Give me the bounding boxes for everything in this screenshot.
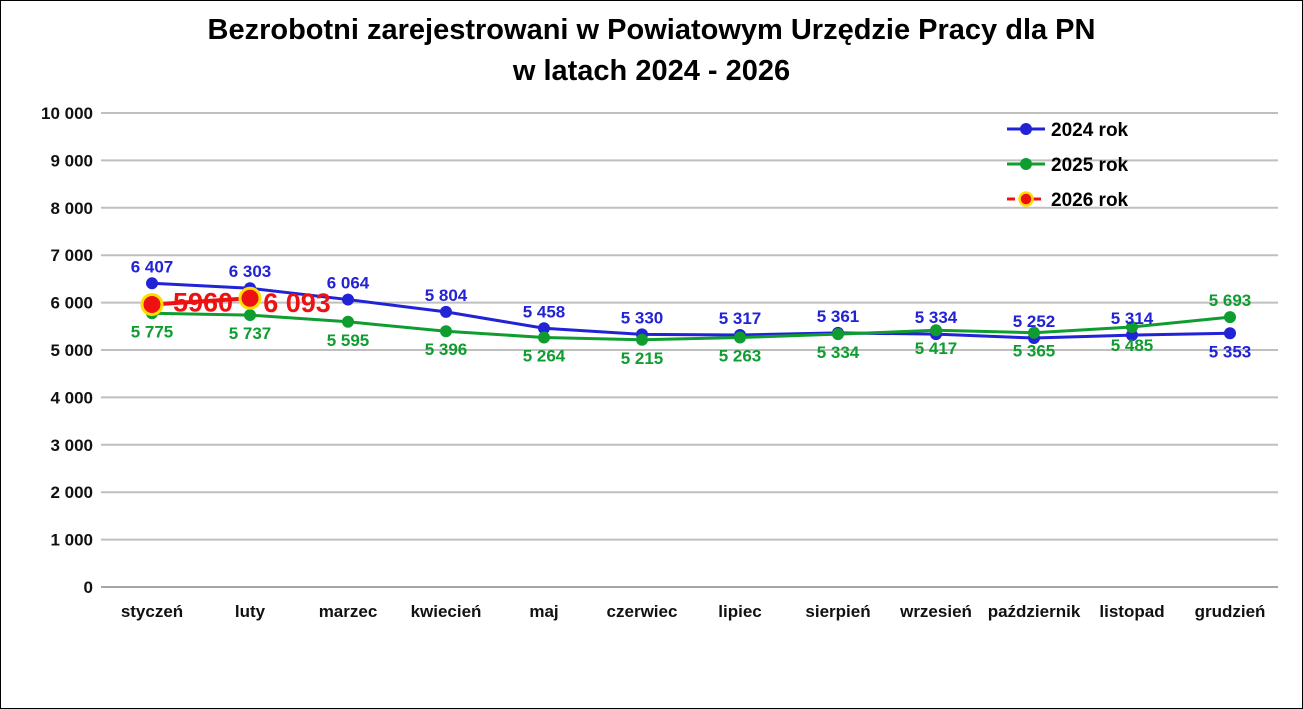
data-point-label: 6 064 bbox=[327, 274, 370, 293]
legend-marker bbox=[1020, 158, 1032, 170]
x-axis-label: marzec bbox=[319, 602, 378, 621]
data-point-label: 6 407 bbox=[131, 257, 174, 276]
x-axis-label: grudzień bbox=[1195, 602, 1266, 621]
data-point-label: 5 353 bbox=[1209, 342, 1252, 361]
data-point-marker bbox=[1224, 327, 1236, 340]
legend-item-label: 2024 rok bbox=[1051, 120, 1129, 141]
data-point-marker bbox=[1028, 326, 1040, 339]
data-point-label: 5 263 bbox=[719, 347, 762, 366]
y-axis-tick-label: 8 000 bbox=[50, 199, 93, 218]
data-point-marker bbox=[1224, 311, 1236, 324]
data-point-marker bbox=[1126, 321, 1138, 334]
data-point-label: 5 252 bbox=[1013, 312, 1056, 331]
chart-title: Bezrobotni zarejestrowani w Powiatowym U… bbox=[1, 10, 1302, 92]
y-axis-tick-label: 3 000 bbox=[50, 436, 93, 455]
data-point-label: 5 314 bbox=[1111, 309, 1154, 328]
series-line-2025-rok bbox=[150, 311, 1232, 342]
data-point-label: 5 417 bbox=[915, 339, 958, 358]
x-axis-label: wrzesień bbox=[899, 602, 972, 621]
data-point-label: 5 361 bbox=[817, 307, 860, 326]
y-axis-tick-label: 6 000 bbox=[50, 294, 93, 313]
y-axis-tick-label: 0 bbox=[84, 578, 93, 597]
x-axis-label: listopad bbox=[1099, 602, 1164, 621]
y-axis-tick-label: 9 000 bbox=[50, 151, 93, 170]
x-axis-label: czerwiec bbox=[607, 602, 678, 621]
data-point-marker bbox=[342, 315, 354, 328]
data-point-marker bbox=[440, 325, 452, 338]
x-axis-label: lipiec bbox=[718, 602, 761, 621]
data-point-marker bbox=[342, 293, 354, 306]
x-axis-label: styczeń bbox=[121, 602, 183, 621]
data-point-label: 5 334 bbox=[817, 343, 860, 362]
data-point-label: 5 365 bbox=[1013, 342, 1056, 361]
data-point-marker bbox=[244, 309, 256, 322]
chart-title-line1: Bezrobotni zarejestrowani w Powiatowym U… bbox=[207, 14, 1096, 46]
y-axis-tick-label: 10 000 bbox=[41, 104, 93, 123]
data-point-label: 6 093 bbox=[263, 288, 331, 318]
data-point-marker bbox=[734, 331, 746, 344]
data-point-marker bbox=[140, 292, 164, 316]
data-point-label: 5960 bbox=[173, 287, 233, 317]
data-point-label: 5 334 bbox=[915, 308, 958, 327]
data-point-label: 5 804 bbox=[425, 286, 468, 305]
data-point-label: 5 693 bbox=[1209, 291, 1252, 310]
data-point-label: 6 303 bbox=[229, 262, 272, 281]
y-axis-tick-label: 7 000 bbox=[50, 246, 93, 265]
data-point-marker bbox=[440, 305, 452, 318]
y-axis-tick-label: 5 000 bbox=[50, 341, 93, 360]
data-point-label: 5 775 bbox=[131, 322, 174, 341]
legend-item-label: 2025 rok bbox=[1051, 155, 1129, 176]
chart-title-line2: w latach 2024 - 2026 bbox=[512, 55, 791, 87]
data-point-marker bbox=[930, 324, 942, 337]
y-axis-tick-label: 2 000 bbox=[50, 483, 93, 502]
data-point-marker bbox=[832, 328, 844, 341]
series-line-2026-rok bbox=[150, 296, 252, 307]
data-point-marker bbox=[146, 277, 158, 290]
x-axis-label: maj bbox=[529, 602, 558, 621]
data-point-label: 5 595 bbox=[327, 331, 370, 350]
y-axis-tick-label: 1 000 bbox=[50, 531, 93, 550]
series-line-2024-rok bbox=[150, 281, 1232, 340]
data-point-label: 5 458 bbox=[523, 302, 566, 321]
legend-marker bbox=[1020, 123, 1032, 135]
data-point-label: 5 330 bbox=[621, 308, 664, 327]
x-axis-label: luty bbox=[235, 602, 266, 621]
data-point-marker bbox=[238, 286, 262, 310]
data-point-label: 5 396 bbox=[425, 340, 468, 359]
data-point-marker bbox=[538, 331, 550, 344]
x-axis-label: sierpień bbox=[805, 602, 870, 621]
data-point-marker bbox=[636, 333, 648, 346]
y-axis-tick-label: 4 000 bbox=[50, 388, 93, 407]
x-axis-label: kwiecień bbox=[411, 602, 482, 621]
data-point-label: 5 317 bbox=[719, 309, 762, 328]
legend-marker bbox=[1018, 191, 1034, 207]
data-point-marker bbox=[538, 322, 550, 335]
x-axis-label: październik bbox=[988, 602, 1081, 621]
data-point-label: 5 215 bbox=[621, 349, 664, 368]
data-point-label: 5 485 bbox=[1111, 336, 1154, 355]
legend-item-label: 2026 rok bbox=[1051, 190, 1129, 211]
data-point-label: 5 264 bbox=[523, 346, 566, 365]
data-point-label: 5 737 bbox=[229, 324, 272, 343]
